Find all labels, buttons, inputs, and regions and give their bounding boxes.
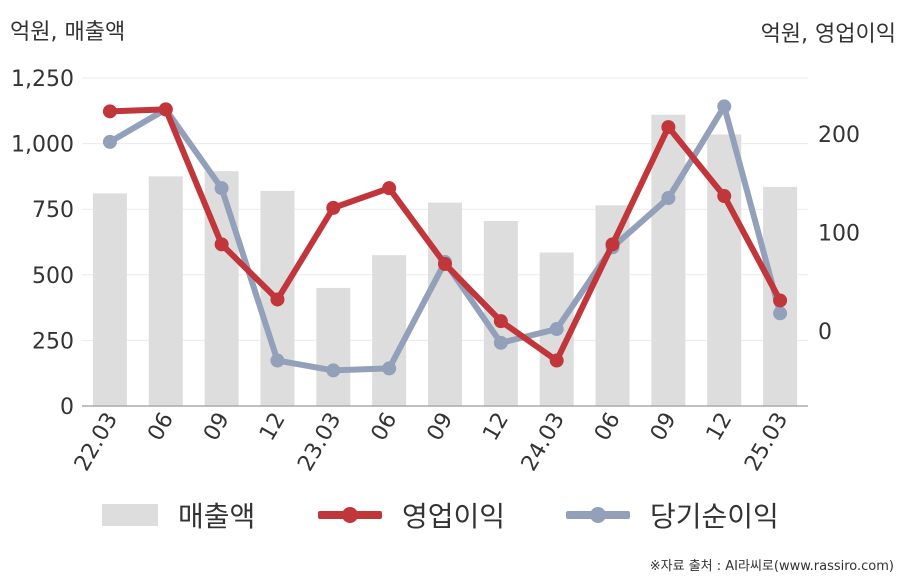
x-tick-label: 22.03 [70, 409, 123, 476]
revenue-bar [372, 255, 407, 406]
operating-profit-point [102, 104, 117, 119]
operating-profit-point [326, 200, 341, 215]
right-tick-label: 200 [818, 123, 860, 148]
operating-profit-point [773, 293, 788, 308]
left-tick-label: 500 [32, 264, 74, 289]
x-tick-label: 09 [199, 409, 235, 446]
x-tick-label: 12 [702, 409, 738, 446]
right-axis-unit: 억원, 영업이익 [760, 22, 896, 47]
right-tick-label: 100 [818, 222, 860, 247]
revenue-bar [483, 221, 518, 406]
legend-swatch-operating-profit [318, 504, 382, 526]
revenue-bar [428, 202, 462, 406]
x-tick-label: 24.03 [517, 409, 570, 476]
revenue-bar [316, 287, 351, 406]
right-tick-label: 0 [818, 320, 832, 345]
x-tick-label: 06 [143, 409, 179, 446]
revenue-bar [148, 176, 183, 406]
net-income-point [493, 335, 508, 350]
x-tick-label: 23.03 [293, 409, 346, 476]
x-tick-label: 09 [423, 409, 459, 446]
net-income-point [270, 353, 285, 368]
legend-swatch-revenue [102, 504, 158, 526]
net-income-point [661, 191, 676, 206]
x-tick-label: 12 [255, 409, 291, 446]
legend-label-operating-profit: 영업이익 [402, 500, 506, 533]
revenue-bar [92, 193, 127, 406]
net-income-point [549, 322, 564, 337]
operating-profit-point [214, 237, 229, 252]
legend-swatch-net-income [566, 504, 630, 526]
x-tick-label: 06 [590, 409, 626, 446]
net-income-point [382, 361, 397, 376]
legend-label-revenue: 매출액 [178, 500, 256, 533]
operating-profit-point [493, 314, 508, 329]
left-tick-label: 750 [32, 198, 74, 223]
operating-profit-point [270, 292, 285, 307]
revenue-bar [651, 114, 686, 407]
x-tick-label: 25.03 [740, 409, 793, 476]
legend-label-net-income: 당기순이익 [650, 500, 779, 533]
net-income-point [214, 181, 229, 196]
x-tick-label: 09 [646, 409, 682, 446]
left-tick-label: 250 [32, 329, 74, 354]
operating-profit-point [438, 257, 452, 272]
operating-profit-point [605, 237, 620, 252]
legend: 매출액 영업이익 당기순이익 [0, 490, 908, 540]
net-income-point [102, 134, 117, 149]
left-axis-unit: 억원, 매출액 [10, 20, 126, 45]
left-tick-label: 0 [60, 395, 74, 420]
operating-profit-point [717, 189, 732, 204]
legend-item-net-income[interactable]: 당기순이익 [566, 490, 779, 540]
revenue-bar [204, 171, 239, 406]
left-tick-label: 1,000 [11, 133, 74, 158]
operating-profit-point [158, 102, 173, 117]
net-income-point [773, 306, 788, 321]
left-tick-label: 1,250 [11, 67, 74, 92]
operating-profit-point [661, 120, 676, 135]
legend-item-revenue[interactable]: 매출액 [102, 490, 255, 540]
operating-profit-point [549, 353, 564, 368]
x-tick-label: 06 [367, 409, 403, 446]
revenue-bar [707, 134, 742, 406]
operating-profit-point [382, 181, 397, 196]
source-credit: ※자료 출처 : AI라씨로(www.rassiro.com) [649, 559, 894, 574]
net-income-point [717, 99, 732, 114]
legend-item-operating-profit[interactable]: 영업이익 [318, 490, 505, 540]
net-income-point [326, 363, 341, 378]
x-tick-label: 12 [478, 409, 514, 446]
